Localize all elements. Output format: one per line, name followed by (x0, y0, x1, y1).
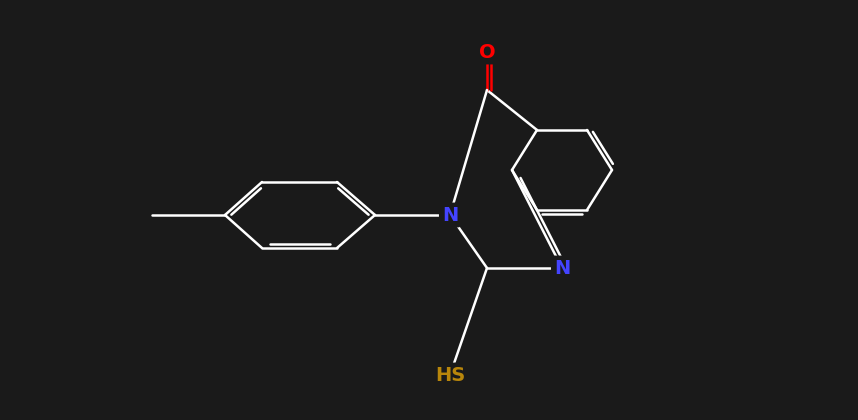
Text: N: N (554, 258, 570, 278)
Text: N: N (442, 205, 458, 225)
Text: HS: HS (435, 365, 465, 384)
Text: O: O (479, 42, 495, 61)
